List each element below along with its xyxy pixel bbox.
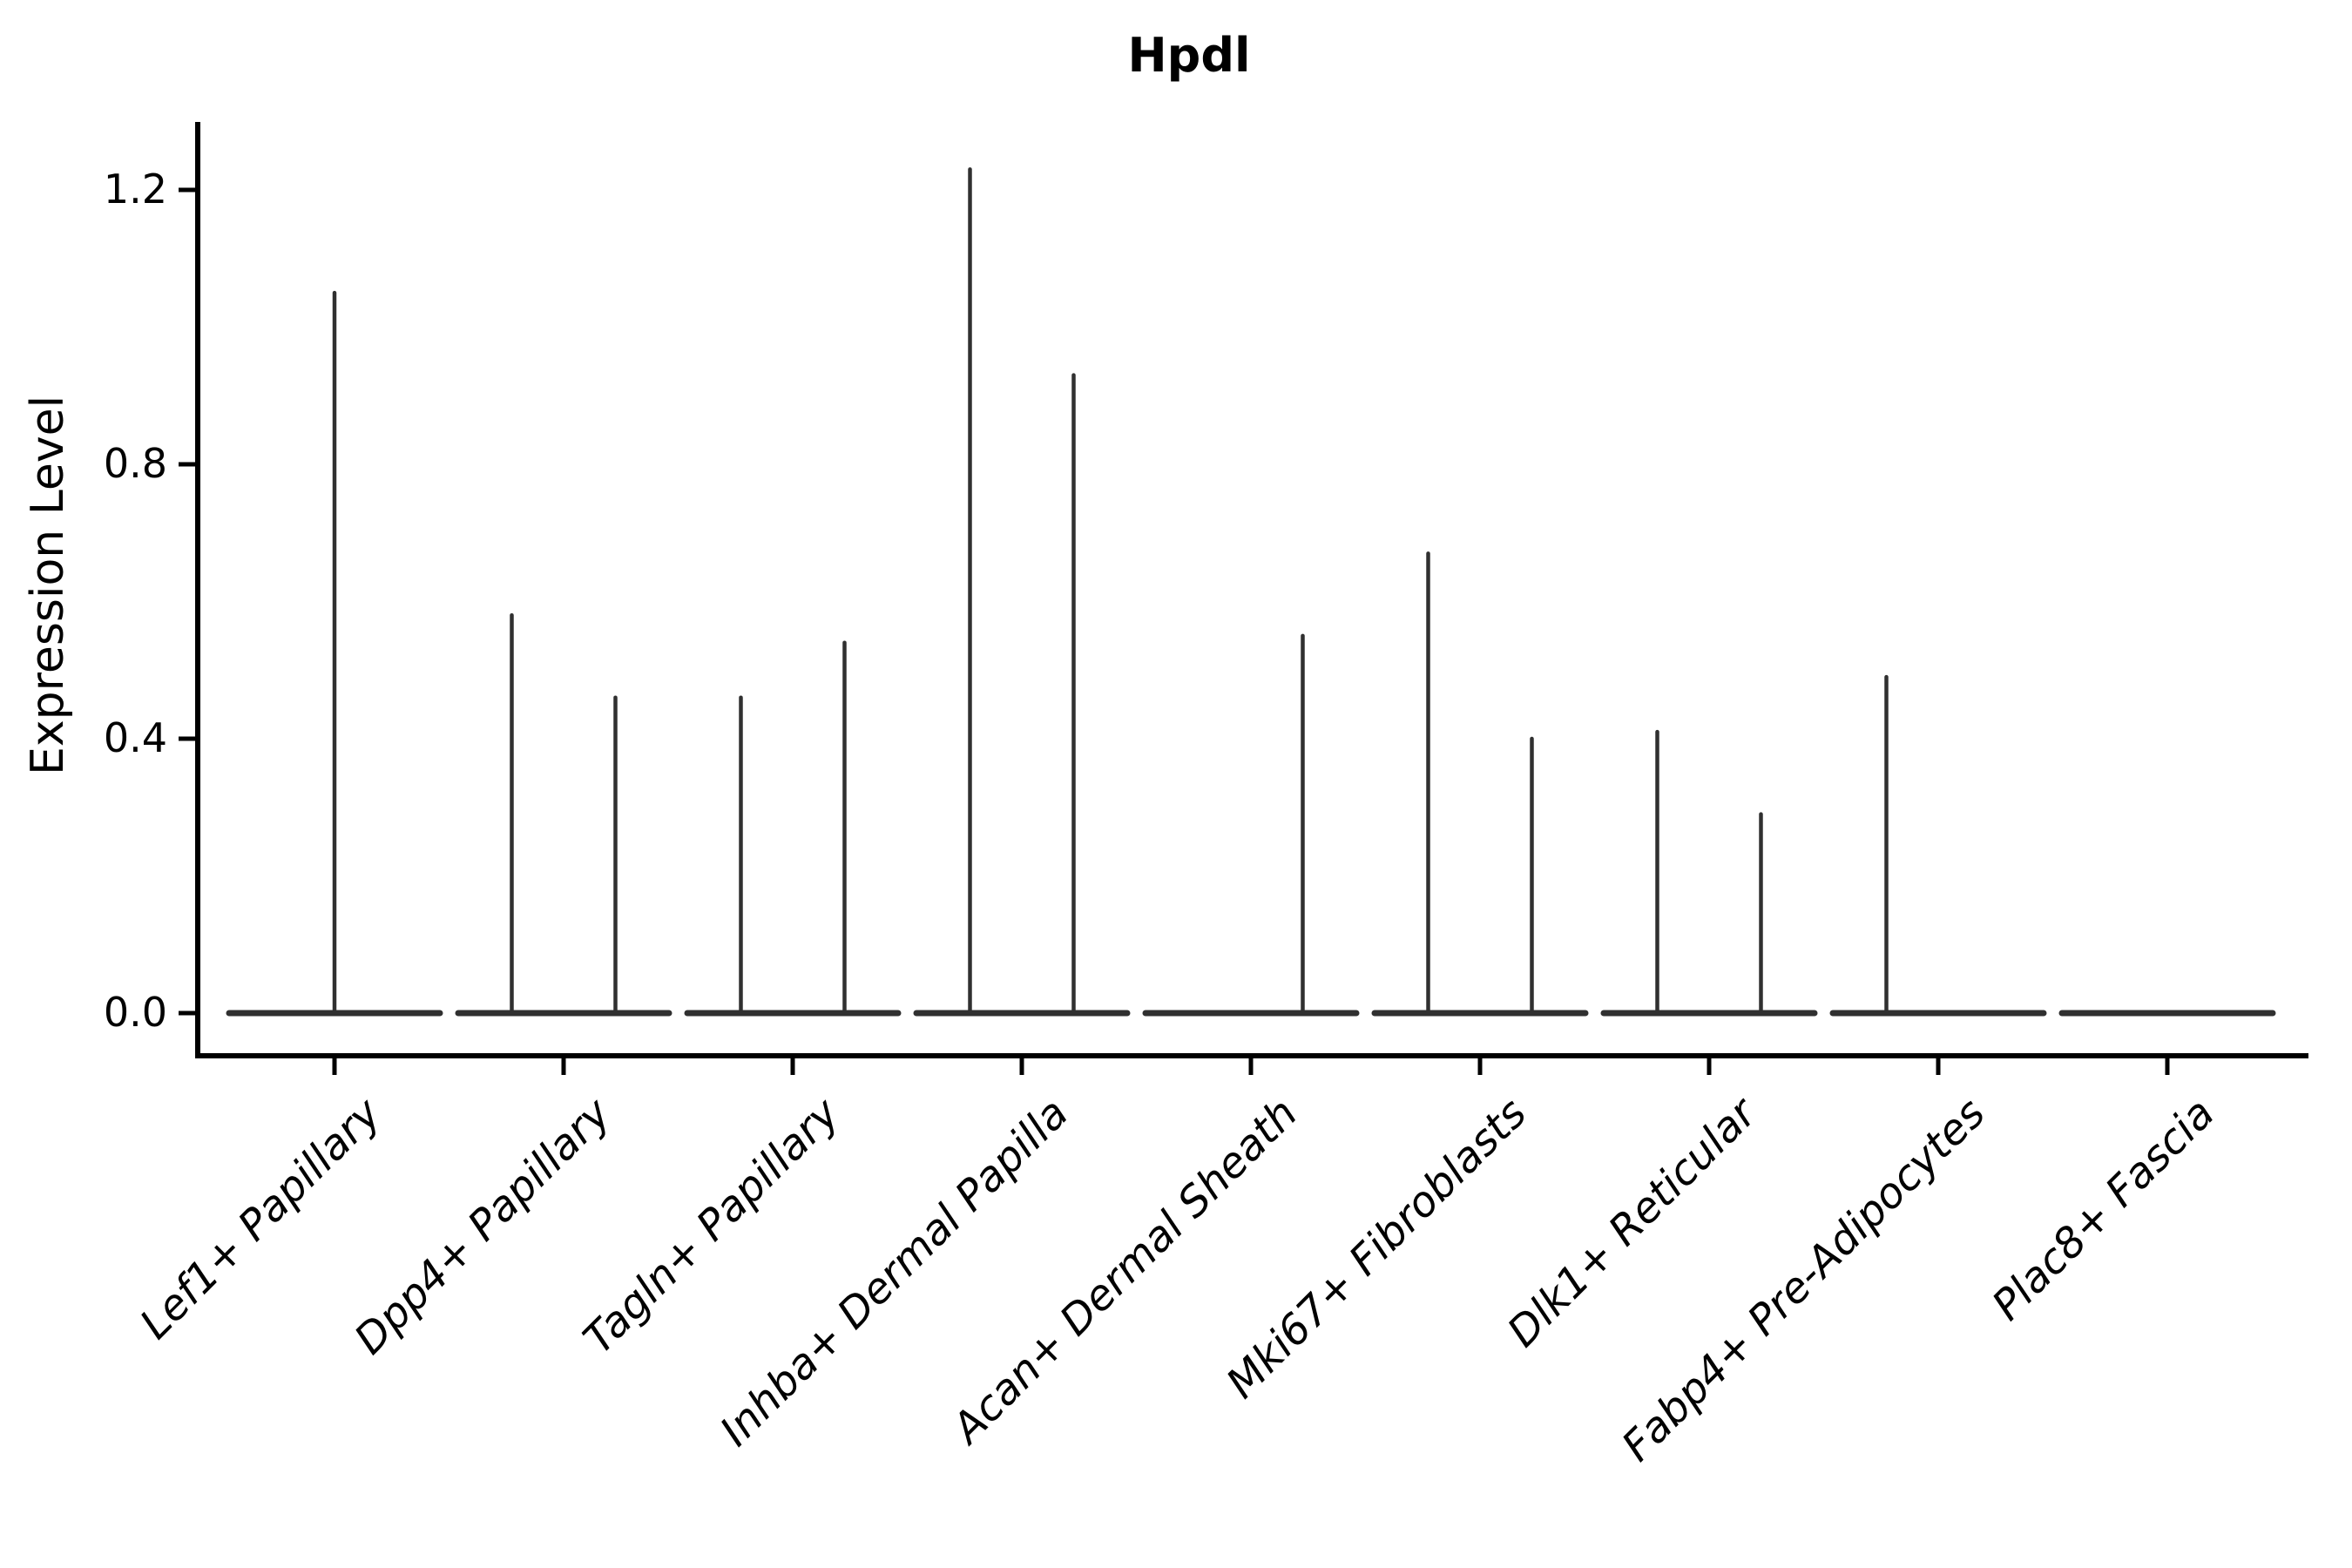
plot-title: Hpdl bbox=[1127, 28, 1251, 83]
y-tick-label: 0.8 bbox=[103, 440, 167, 487]
y-tick-label: 0.4 bbox=[103, 714, 167, 761]
y-tick-label: 0.0 bbox=[103, 989, 167, 1036]
y-tick-label: 1.2 bbox=[103, 166, 167, 213]
